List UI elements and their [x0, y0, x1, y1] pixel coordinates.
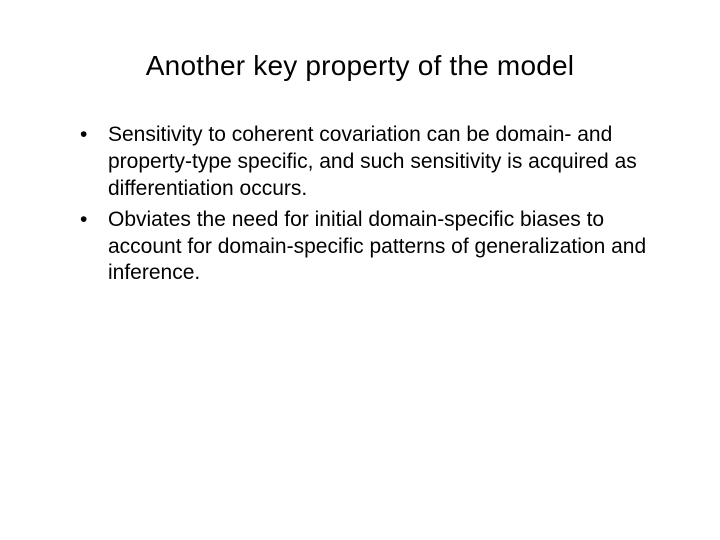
bullet-item: Obviates the need for initial domain-spe… — [80, 207, 660, 288]
bullet-list: Sensitivity to coherent covariation can … — [50, 122, 670, 287]
slide: Another key property of the model Sensit… — [0, 0, 720, 540]
bullet-item: Sensitivity to coherent covariation can … — [80, 122, 660, 203]
slide-title: Another key property of the model — [50, 50, 670, 82]
